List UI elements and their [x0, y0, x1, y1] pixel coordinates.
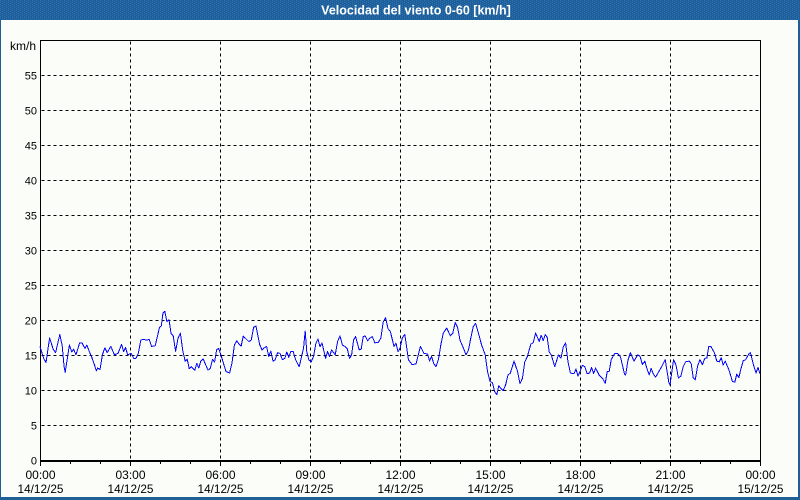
svg-text:06:00: 06:00: [205, 468, 235, 482]
svg-text:35: 35: [25, 211, 37, 223]
svg-text:25: 25: [25, 281, 37, 293]
svg-text:09:00: 09:00: [295, 468, 325, 482]
svg-text:20: 20: [25, 316, 37, 328]
svg-text:Velocidad del viento 0-60 [km/: Velocidad del viento 0-60 [km/h]: [321, 4, 511, 18]
svg-text:15/12/25: 15/12/25: [738, 482, 784, 496]
svg-text:14/12/25: 14/12/25: [198, 482, 244, 496]
svg-text:10: 10: [25, 386, 37, 398]
svg-text:00:00: 00:00: [25, 468, 55, 482]
svg-text:15: 15: [25, 351, 37, 363]
svg-text:14/12/25: 14/12/25: [468, 482, 514, 496]
svg-text:14/12/25: 14/12/25: [378, 482, 424, 496]
svg-text:0: 0: [31, 456, 37, 468]
svg-text:40: 40: [25, 176, 37, 188]
svg-text:14/12/25: 14/12/25: [108, 482, 154, 496]
svg-text:18:00: 18:00: [565, 468, 595, 482]
svg-text:15:00: 15:00: [475, 468, 505, 482]
svg-text:21:00: 21:00: [655, 468, 685, 482]
svg-text:14/12/25: 14/12/25: [288, 482, 334, 496]
svg-text:12:00: 12:00: [385, 468, 415, 482]
svg-text:55: 55: [25, 71, 37, 83]
svg-text:03:00: 03:00: [115, 468, 145, 482]
svg-text:30: 30: [25, 246, 37, 258]
svg-text:14/12/25: 14/12/25: [558, 482, 604, 496]
svg-text:00:00: 00:00: [745, 468, 775, 482]
svg-text:km/h: km/h: [10, 39, 36, 53]
svg-text:14/12/25: 14/12/25: [18, 482, 64, 496]
svg-text:5: 5: [31, 421, 37, 433]
svg-text:45: 45: [25, 141, 37, 153]
svg-text:50: 50: [25, 106, 37, 118]
svg-text:14/12/25: 14/12/25: [648, 482, 694, 496]
